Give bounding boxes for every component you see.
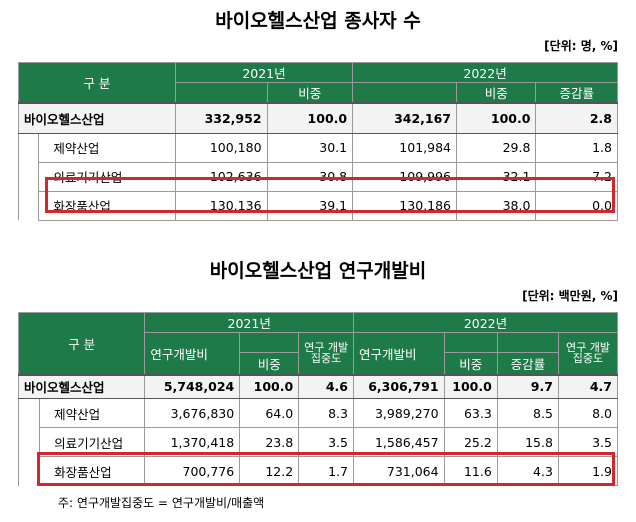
row-name: 바이오헬스산업	[18, 102, 176, 134]
table-row: 의료기기산업 102,636 30.8 109,996 32.1 7.2	[17, 161, 618, 192]
header-intensity-2021: 연구 개발 집중도	[298, 332, 354, 375]
cell: 100.0	[443, 373, 498, 399]
header-share-2022: 비중	[455, 82, 537, 104]
row-name: 화장품산업	[39, 456, 146, 486]
cell: 8.5	[496, 398, 559, 428]
header-change: 증감률	[496, 352, 559, 375]
cell: 100,180	[174, 132, 268, 163]
cell: 4.7	[557, 373, 619, 399]
table1-unit: [단위: 명, %]	[544, 39, 618, 53]
header-rnd-2021: 연구개발비	[144, 332, 241, 375]
cell: 2.8	[535, 102, 618, 134]
row-name: 제약산업	[39, 398, 146, 428]
cell: 3,676,830	[144, 398, 241, 428]
cell: 39.1	[266, 190, 354, 221]
cell: 30.8	[266, 161, 354, 192]
row-name: 바이오헬스산업	[17, 373, 146, 399]
cell: 130,136	[174, 190, 268, 221]
header-2021: 2021년	[144, 312, 354, 333]
table-row: 화장품산업 700,776 12.2 1.7 731,064 11.6 4.3 …	[17, 456, 619, 486]
cell: 101,984	[352, 132, 457, 163]
cell: 63.3	[443, 398, 498, 428]
cell: 5,748,024	[144, 373, 241, 399]
table-row: 바이오헬스산업 5,748,024 100.0 4.6 6,306,791 10…	[17, 373, 619, 399]
header-rnd-2022: 연구개발비	[352, 332, 445, 375]
cell: 1.8	[535, 132, 618, 163]
cell: 9.7	[496, 373, 559, 399]
cell: 4.3	[496, 456, 559, 486]
cell: 12.2	[239, 456, 300, 486]
table1-title: 바이오헬스산업 종사자 수	[215, 10, 421, 32]
cell: 6,306,791	[352, 373, 445, 399]
cell: 8.3	[298, 398, 354, 428]
cell: 64.0	[239, 398, 300, 428]
highlight-box	[45, 177, 615, 213]
employees-table: 구 분 2021년 2022년 비중 비중 증감률 바이오헬스산업 332,95…	[17, 62, 618, 221]
cell: 100.0	[455, 102, 537, 134]
cell: 0.0	[535, 190, 618, 221]
header-2022: 2022년	[352, 62, 618, 83]
cell: 8.0	[557, 398, 619, 428]
cell: 38.0	[455, 190, 537, 221]
cell: 32.1	[455, 161, 537, 192]
cell: 332,952	[174, 102, 268, 134]
cell: 30.1	[266, 132, 354, 163]
cell: 100.0	[239, 373, 300, 399]
footnote: 주: 연구개발집중도 = 연구개발비/매출액	[58, 496, 265, 510]
highlight-box	[37, 452, 615, 486]
table-row: 화장품산업 130,136 39.1 130,186 38.0 0.0	[17, 190, 618, 221]
cell: 342,167	[352, 102, 457, 134]
header-category: 구 분	[17, 312, 146, 375]
table-row: 바이오헬스산업 332,952 100.0 342,167 100.0 2.8	[18, 102, 618, 134]
row-name: 화장품산업	[38, 190, 176, 221]
cell: 130,186	[352, 190, 457, 221]
table2-unit: [단위: 백만원, %]	[522, 289, 618, 303]
row-name: 의료기기산업	[38, 161, 176, 192]
header-2022: 2022년	[352, 312, 619, 333]
header-share-2022: 비중	[443, 352, 498, 375]
cell: 100.0	[266, 102, 354, 134]
header-share-2021: 비중	[239, 352, 300, 375]
cell: 1.7	[298, 456, 354, 486]
table2-title: 바이오헬스산업 연구개발비	[209, 260, 427, 282]
header-share-2021: 비중	[266, 82, 354, 104]
table-row: 제약산업 100,180 30.1 101,984 29.8 1.8	[17, 132, 618, 163]
row-name: 제약산업	[38, 132, 176, 163]
cell: 4.6	[298, 373, 354, 399]
cell: 29.8	[455, 132, 537, 163]
header-change: 증감률	[535, 82, 618, 104]
cell: 3,989,270	[352, 398, 445, 428]
rnd-table: 구 분 2021년 2022년 연구개발비 연구 개발 집중도 연구개발비 연구…	[17, 312, 619, 486]
cell: 700,776	[144, 456, 241, 486]
header-category: 구 분	[18, 62, 176, 104]
table-row: 제약산업 3,676,830 64.0 8.3 3,989,270 63.3 8…	[17, 398, 619, 428]
header-intensity-2022: 연구 개발 집중도	[557, 332, 619, 375]
header-2021: 2021년	[174, 62, 354, 83]
